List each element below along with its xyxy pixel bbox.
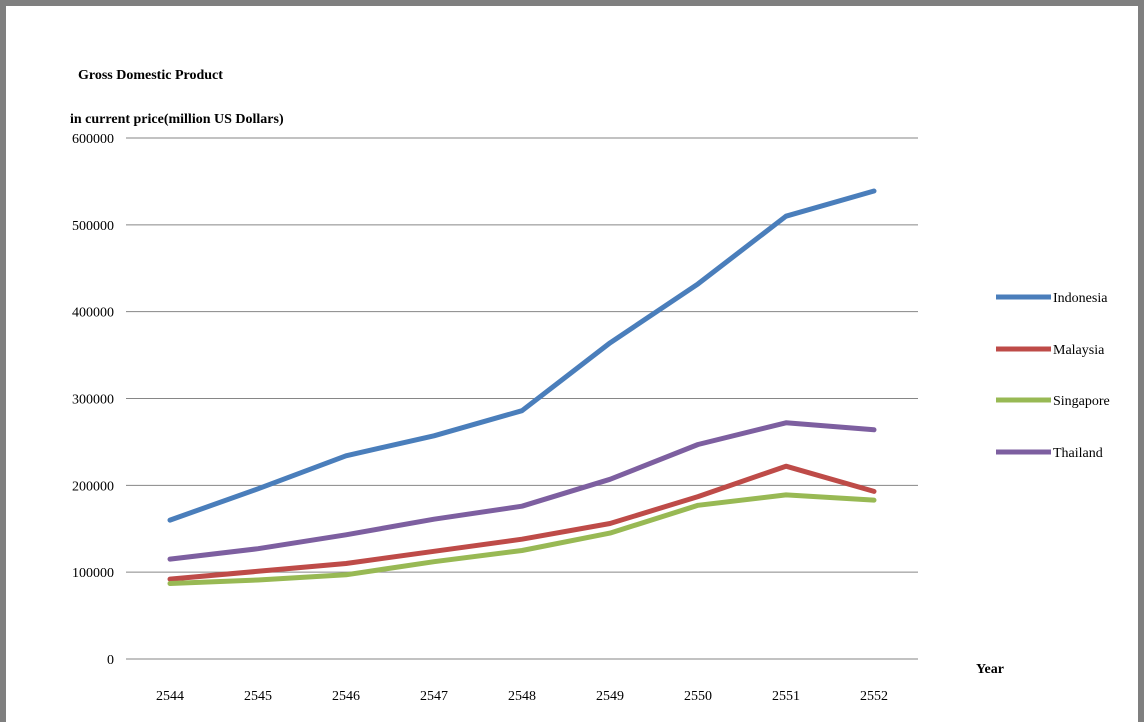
y-tick-label: 400000 xyxy=(72,306,114,321)
chart-title-line-2: in current price(million US Dollars) xyxy=(70,112,284,127)
y-tick-label: 600000 xyxy=(72,132,114,147)
y-tick-label: 500000 xyxy=(72,219,114,234)
series-line-malaysia xyxy=(167,463,877,582)
x-tick-label: 2549 xyxy=(596,689,624,704)
x-tick-label: 2547 xyxy=(420,689,448,704)
y-tick-label: 200000 xyxy=(72,479,114,494)
x-axis-tick-labels: 2544 2545 2546 2547 2548 2549 2550 2551 2552 xyxy=(156,689,888,704)
y-axis-tick-labels: 0 100000 200000 300000 400000 500000 600000 xyxy=(72,132,114,668)
x-axis-title: Year xyxy=(976,662,1004,677)
y-tick-label: 100000 xyxy=(72,566,114,581)
x-tick-label: 2548 xyxy=(508,689,536,704)
legend: Indonesia Malaysia Singapore Thailand xyxy=(996,291,1110,461)
legend-label-indonesia: Indonesia xyxy=(1053,291,1108,306)
chart-title: Gross Domestic Product in current price(… xyxy=(70,68,284,127)
series-lines xyxy=(167,188,877,586)
legend-label-thailand: Thailand xyxy=(1053,446,1103,461)
legend-label-malaysia: Malaysia xyxy=(1053,343,1105,358)
series-line-singapore xyxy=(167,492,877,586)
x-tick-label: 2550 xyxy=(684,689,712,704)
series-line-thailand xyxy=(167,420,877,562)
x-tick-label: 2544 xyxy=(156,689,184,704)
legend-label-singapore: Singapore xyxy=(1053,394,1110,409)
x-tick-label: 2551 xyxy=(772,689,800,704)
x-tick-label: 2552 xyxy=(860,689,888,704)
y-tick-label: 0 xyxy=(107,653,114,668)
x-tick-label: 2545 xyxy=(244,689,272,704)
line-chart: Gross Domestic Product in current price(… xyxy=(70,68,1110,704)
y-tick-label: 300000 xyxy=(72,393,114,408)
series-line-indonesia xyxy=(167,188,877,523)
x-tick-label: 2546 xyxy=(332,689,360,704)
chart-title-line-1: Gross Domestic Product xyxy=(78,68,223,83)
